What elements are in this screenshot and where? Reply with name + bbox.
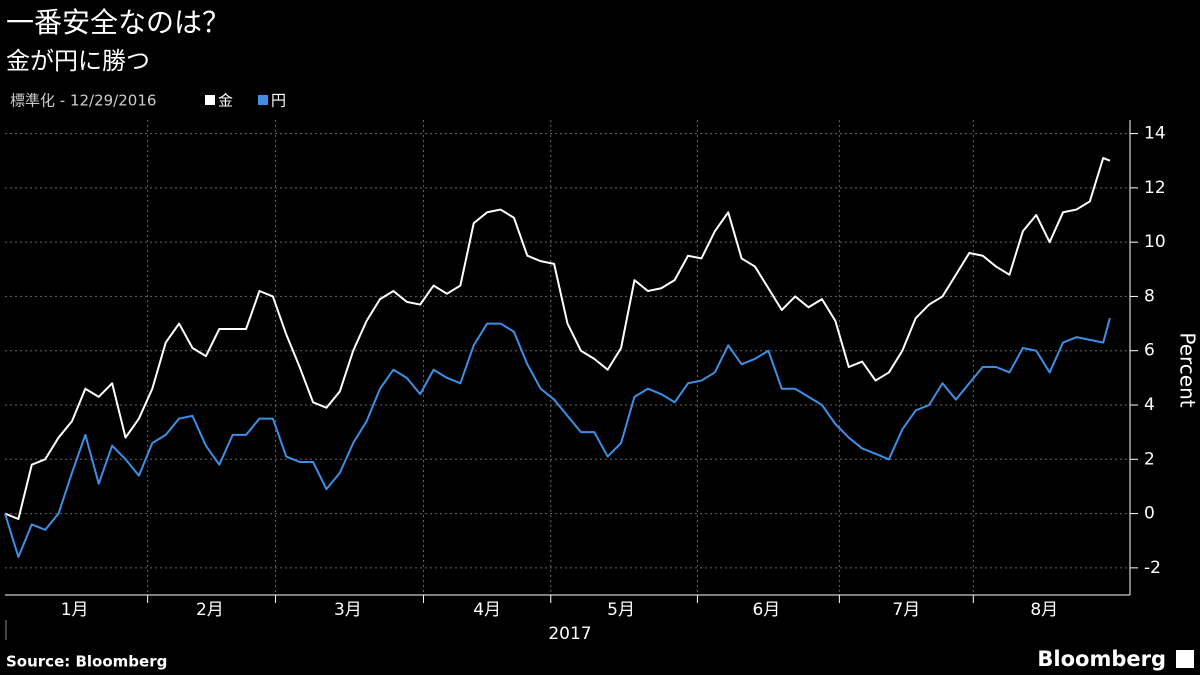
y-tick-label: 8 xyxy=(1144,286,1155,306)
x-tick-label: 5月 xyxy=(607,600,635,620)
legend-prefix: 標準化 - 12/29/2016 xyxy=(10,92,156,110)
legend-label: 金 xyxy=(218,92,233,110)
y-tick-label: 10 xyxy=(1144,232,1166,252)
y-tick-label: 2 xyxy=(1144,449,1155,469)
chart-title: 一番安全なのは？ xyxy=(6,6,230,39)
legend-swatch xyxy=(205,95,215,105)
y-tick-label: 14 xyxy=(1144,124,1166,144)
y-tick-label: 12 xyxy=(1144,178,1166,198)
x-tick-label: 7月 xyxy=(892,600,920,620)
legend-label: 円 xyxy=(271,92,286,110)
x-tick-label: 4月 xyxy=(473,600,501,620)
x-axis-label: 2017 xyxy=(548,624,591,644)
y-axis-label: Percent xyxy=(1176,332,1200,407)
y-tick-label: 0 xyxy=(1144,504,1155,524)
brand: Bloomberg xyxy=(1037,647,1166,671)
source: Source: Bloomberg xyxy=(6,653,167,671)
x-tick-label: 3月 xyxy=(334,600,362,620)
x-tick-label: 1月 xyxy=(61,600,89,620)
x-tick-label: 6月 xyxy=(752,600,780,620)
series-line xyxy=(4,317,1111,558)
legend-swatch xyxy=(258,95,268,105)
series-line xyxy=(4,157,1111,520)
y-tick-label: -2 xyxy=(1144,558,1161,578)
x-tick-label: 2月 xyxy=(196,600,224,620)
x-tick-label: 8月 xyxy=(1030,600,1058,620)
brand-icon xyxy=(1176,650,1194,668)
y-tick-label: 4 xyxy=(1144,395,1155,415)
y-tick-label: 6 xyxy=(1144,341,1155,361)
chart-subtitle: 金が円に勝つ xyxy=(6,47,150,75)
